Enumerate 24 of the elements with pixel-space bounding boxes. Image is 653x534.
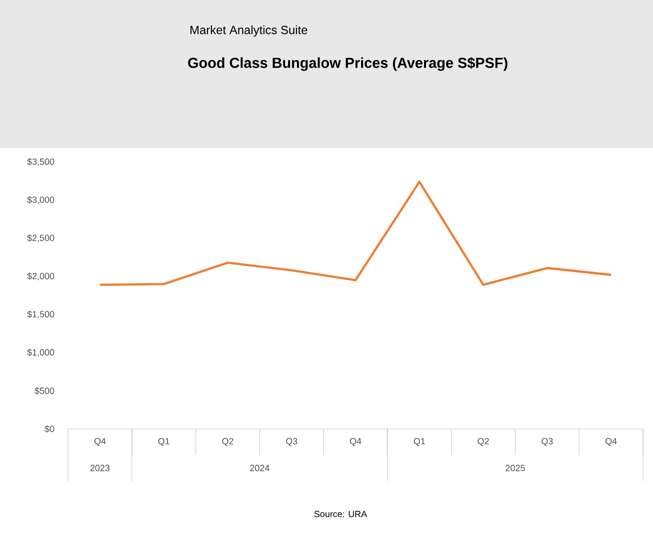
x-tick-label: Q2	[478, 438, 489, 446]
x-tick-label: Q1	[158, 438, 170, 446]
x-tick-label: Q4	[94, 438, 106, 446]
x-tick-label: Q1	[414, 438, 425, 446]
x-tick-label: Q2	[222, 438, 234, 446]
y-tick-label: $2,000	[27, 272, 54, 280]
y-tick-label: $1,500	[27, 310, 54, 318]
text: 2023	[90, 464, 110, 472]
text: 2024	[250, 464, 270, 472]
y-tick-label: $2,500	[27, 234, 54, 242]
x-tick-label: Q3	[286, 438, 298, 446]
line-series	[98, 180, 612, 286]
y-tick-label: $3,000	[27, 196, 54, 204]
y-tick-label: $0	[44, 425, 54, 433]
x-tick-label: Q3	[542, 438, 553, 446]
y-tick-label: $3,500	[27, 158, 54, 166]
x-tick-label: Q4	[606, 438, 617, 446]
chart-title: Good Class Bungalow Prices (Average S$PSF)	[188, 57, 508, 71]
x-tick-label: Q4	[350, 438, 362, 446]
y-tick-label: $500	[34, 387, 54, 394]
text: 2025	[506, 464, 525, 472]
chart-subtitle: Market Analytics Suite	[190, 25, 308, 37]
source-note: Source: URA	[314, 510, 368, 518]
y-tick-label: $1,000	[27, 348, 54, 357]
